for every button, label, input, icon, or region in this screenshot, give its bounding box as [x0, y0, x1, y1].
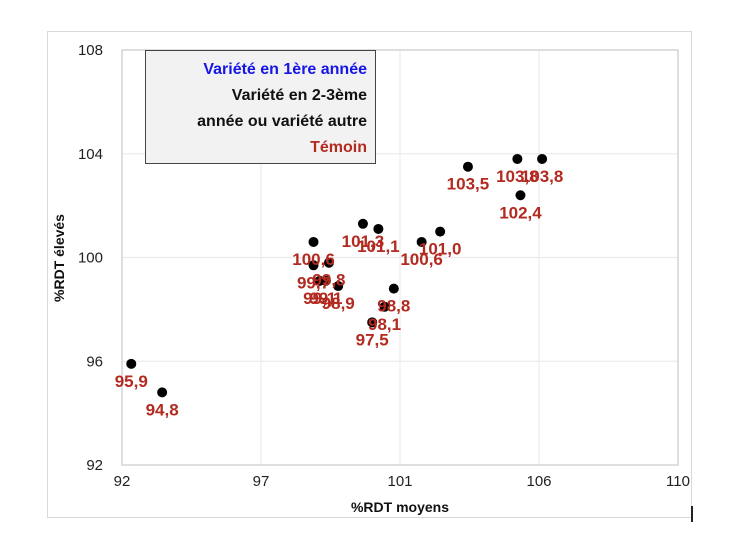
y-tick-label: 104	[78, 146, 103, 163]
data-point-label: 101,0	[419, 240, 462, 259]
data-point	[308, 236, 319, 247]
x-tick-label: 106	[526, 473, 551, 490]
data-point	[537, 153, 548, 164]
data-point-label: 98,9	[322, 294, 355, 313]
data-point	[379, 301, 390, 312]
legend-entry-second-third-year: Variété en 2-3ème	[231, 87, 367, 104]
data-point	[126, 358, 137, 369]
data-point-label: 101,3	[342, 232, 385, 251]
y-tick-label: 96	[86, 353, 103, 370]
data-point	[515, 190, 526, 201]
y-tick-label: 100	[78, 250, 103, 267]
y-axis-ticks: 92 96 100 104 108	[78, 42, 103, 474]
data-point	[388, 283, 399, 294]
x-axis-title: %RDT moyens	[351, 499, 449, 515]
cursor-mark	[691, 506, 693, 522]
data-point	[357, 218, 368, 229]
data-point-label: 98,8	[377, 297, 410, 316]
y-tick-label: 92	[86, 457, 103, 474]
data-point-label: 99,1	[309, 289, 342, 308]
plot-area-border	[121, 49, 679, 466]
x-tick-label: 92	[114, 473, 131, 490]
data-point	[333, 281, 344, 292]
data-point-label: 99,1	[303, 289, 336, 308]
data-point-label: 94,8	[146, 400, 179, 419]
x-tick-label: 101	[387, 473, 412, 490]
data-point-label: 102,4	[499, 203, 542, 222]
legend-entry-first-year: Variété en 1ère année	[203, 61, 367, 78]
data-point-label: 103,5	[447, 175, 490, 194]
data-point-label: 101,1	[357, 237, 400, 256]
data-point	[462, 161, 473, 172]
data-point-label: 99,7	[297, 273, 330, 292]
data-point-label: 95,9	[115, 372, 148, 391]
legend-entry-control: Témoin	[310, 139, 367, 156]
chart-legend: Variété en 1ère année Variété en 2-3ème …	[145, 50, 376, 164]
x-tick-label: 97	[253, 473, 270, 490]
x-axis-ticks: 92 97 101 106 110	[114, 473, 690, 490]
data-point	[512, 153, 523, 164]
data-point	[367, 317, 378, 328]
data-point	[308, 260, 319, 271]
data-point-label: 100,6	[292, 250, 335, 269]
data-point-label: 103,8	[521, 167, 564, 186]
data-labels: 95,994,8100,699,899,799,199,198,9101,310…	[115, 167, 564, 419]
data-point-label: 99,8	[312, 271, 345, 290]
y-axis-title: %RDT élevés	[51, 214, 67, 302]
data-point	[435, 226, 446, 237]
data-point-label: 100,6	[400, 250, 443, 269]
data-point	[320, 275, 331, 286]
y-tick-label: 108	[78, 42, 103, 59]
legend-entry-other-variety: année ou variété autre	[197, 113, 367, 130]
data-points	[126, 153, 548, 398]
data-point	[157, 387, 168, 398]
x-tick-label: 110	[666, 473, 690, 490]
data-point	[416, 236, 427, 247]
data-point-label: 103,8	[496, 167, 539, 186]
data-point-label: 98,1	[368, 315, 401, 334]
data-point	[323, 257, 334, 268]
data-point-label: 97,5	[356, 330, 389, 349]
data-point	[373, 223, 384, 234]
